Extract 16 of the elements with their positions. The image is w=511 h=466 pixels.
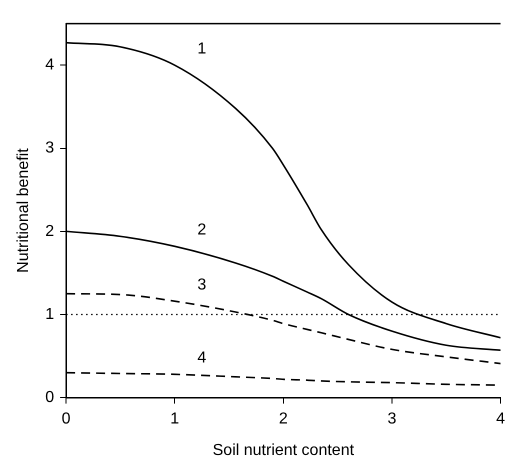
y-axis-title: Nutritional benefit — [15, 148, 32, 273]
x-axis-title: Soil nutrient content — [212, 442, 355, 459]
series-label: 2 — [197, 222, 206, 239]
series-label: 1 — [197, 40, 206, 58]
x-tick-label: 4 — [496, 410, 506, 428]
y-tick-label: 0 — [45, 389, 54, 406]
y-tick-label: 3 — [45, 140, 54, 157]
y-tick-label: 4 — [45, 56, 54, 74]
x-tick-label: 0 — [62, 410, 71, 428]
y-tick-label: 2 — [45, 222, 54, 240]
series-label: 3 — [197, 276, 206, 294]
x-tick-label: 2 — [278, 410, 288, 428]
y-tick-label: 1 — [45, 306, 54, 323]
x-tick-label: 3 — [387, 410, 396, 428]
series-label: 4 — [197, 350, 206, 367]
x-tick-label: 1 — [170, 410, 180, 428]
